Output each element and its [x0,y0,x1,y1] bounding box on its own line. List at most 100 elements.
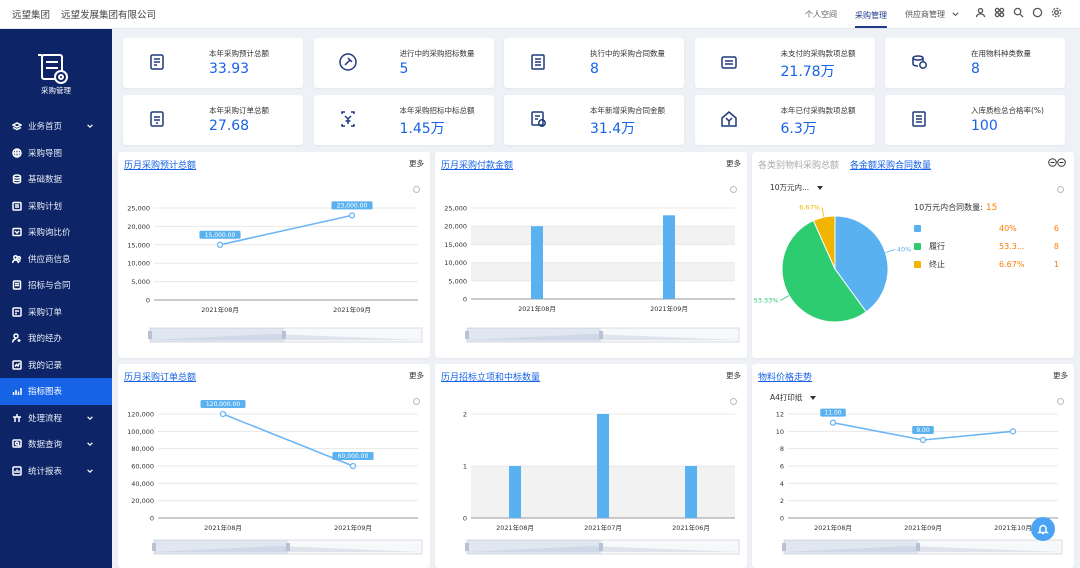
document-icon [150,54,164,70]
more-link[interactable]: 更多 [726,159,741,168]
pie-chart: 40% 53.33% 6.67% [754,203,911,323]
nav-personal-space[interactable]: 个人空间 [805,10,837,19]
x-tick-label: 2021年08月 [496,523,534,532]
more-link[interactable]: 更多 [726,371,741,380]
sidebar-item-6[interactable]: 招标与合同 [0,272,112,299]
info-icon[interactable] [730,186,737,193]
sidebar-item-11[interactable]: 处理流程 [0,405,112,432]
bar [685,466,697,518]
data-point [349,462,357,470]
search-icon[interactable] [1013,7,1024,18]
checklist-icon [912,111,926,127]
pie-legend: 10万元内合同数量: 15 40% 6 履行 53.3... 8 终止 6.67% 1 [914,202,1064,273]
kpi-unpaid-amount[interactable]: 未支付的采购款项总额 21.78万 [694,38,875,88]
collapse-icon[interactable] [1048,158,1066,167]
panel-title[interactable]: 历月采购预计总额 [124,161,197,171]
sidebar-item-label: 供应商信息 [28,254,71,265]
info-icon[interactable] [1057,186,1064,193]
sidebar-item-13[interactable]: 统计报表 [0,458,112,485]
nav-supplier[interactable]: 供应商管理 [905,10,945,19]
y-tick-label: 120,000 [127,411,154,419]
info-icon[interactable] [413,398,420,405]
sidebar-item-7[interactable]: 采购订单 [0,299,112,326]
legend-row[interactable]: 40% 6 [914,219,1064,237]
panel-title[interactable]: 历月招标立项和中标数量 [441,373,541,383]
org-name-primary[interactable]: 远望集团 [12,10,51,21]
panel-title[interactable]: 物料价格走势 [758,373,813,383]
zoom-handle-right [599,331,603,339]
top-nav: 个人空间 采购管理 供应商管理 [805,0,960,29]
y-tick-label: 0 [150,515,154,523]
sidebar-item-0[interactable]: 业务首页 [0,113,112,140]
sidebar-item-label: 统计报表 [28,466,63,477]
material-select[interactable]: A4打印纸 [770,392,816,403]
notification-bell-button[interactable] [1031,517,1055,541]
sidebar-item-9[interactable]: 我的记录 [0,352,112,379]
sidebar-item-2[interactable]: 基础数据 [0,166,112,193]
kpi-label: 本年采购招标中标总额 [399,106,475,115]
y-tick-label: 2 [463,411,467,419]
kpi-bidding-in-progress[interactable]: 进行中的采购招标数量 5 [313,38,494,88]
kpi-annual-estimate[interactable]: 本年采购预计总额 33.93 [123,38,303,88]
sidebar-item-10[interactable]: 指标图表 [0,378,112,405]
data-label: 15,000.00 [205,232,236,239]
chevron-down-icon[interactable] [951,10,960,19]
y-tick-label: 5,000 [131,278,150,286]
legend-count: 8 [1053,241,1059,251]
data-label-bg [332,452,374,460]
panel-title[interactable]: 历月采购订单总额 [124,373,197,383]
org-name-secondary[interactable]: 远望发展集团有限公司 [61,10,157,21]
top-icons [975,7,1062,18]
kpi-paid-amount[interactable]: 本年已付采购款项总额 6.3万 [694,95,875,145]
kpi-new-contracts[interactable]: 本年新增采购合同金额 31.4万 [504,95,684,145]
message-icon[interactable] [1032,7,1043,18]
data-point [348,212,356,219]
sidebar-item-4[interactable]: 采购询比价 [0,219,112,246]
more-link[interactable]: 更多 [409,371,424,380]
amount-range-select[interactable]: 10万元内... [770,182,823,193]
line-chart: 25,000 20,000 15,000 10,000 5,000 0 2021年08月 20… [127,201,423,343]
person-icon [12,333,21,343]
legend-row[interactable]: 履行 53.3... 8 [914,237,1064,255]
grid-band [471,262,735,281]
kpi-label: 在用物料种类数量 [971,49,1031,58]
info-icon[interactable] [413,186,420,193]
sidebar-item-8[interactable]: 我的经办 [0,325,112,352]
legend-row[interactable]: 终止 6.67% 1 [914,255,1064,273]
data-label-bg [820,408,846,417]
record-icon [12,360,22,370]
tab-contract-amount[interactable]: 各金额采购合同数量 [850,161,932,171]
chevron-down-icon [87,442,93,447]
kpi-qc-pass-rate[interactable]: 入库质检总合格率(%) 100 [885,95,1065,145]
user-icon[interactable] [975,7,986,18]
slice-label: 53.33% [754,297,779,305]
panel-title[interactable]: 历月采购付款金额 [441,161,514,171]
sidebar-item-label: 招标与合同 [28,281,71,292]
data-label: 11.00 [824,410,841,417]
kpi-annual-orders[interactable]: 本年采购订单总额 27.68 [123,95,303,145]
more-link[interactable]: 更多 [1053,371,1068,380]
sidebar-item-5[interactable]: 供应商信息 [0,246,112,273]
nav-procurement[interactable]: 采购管理 [855,2,887,28]
info-icon[interactable] [1057,398,1064,405]
kpi-contracts-executing[interactable]: 执行中的采购合同数量 8 [504,38,684,88]
slice-label-line [885,249,896,254]
sidebar-item-label: 数据查询 [28,440,63,451]
sidebar-item-3[interactable]: 采购计划 [0,193,112,220]
sidebar-item-label: 采购导图 [28,148,63,159]
tab-material-category[interactable]: 各类别物料采购总额 [758,161,840,171]
line-chart: 12 10 8 6 4 2 0 2021年08月 2021年09月 2021年10月 11.00 9.… [776,408,1063,555]
data-point [1009,428,1017,435]
gear-icon[interactable] [1051,7,1062,18]
more-link[interactable]: 更多 [409,159,424,168]
apps-icon[interactable] [994,7,1005,18]
data-point [919,436,927,444]
kpi-bid-winning-total[interactable]: 本年采购招标中标总额 1.45万 [313,95,494,145]
kpi-value: 21.78万 [780,64,835,80]
info-icon[interactable] [730,398,737,405]
sidebar-item-1[interactable]: 采购导图 [0,140,112,167]
kpi-material-types[interactable]: 在用物料种类数量 8 [885,38,1065,88]
zoom-handle-left [148,331,152,339]
sidebar-item-12[interactable]: 数据查询 [0,431,112,458]
sidebar-menu: 业务首页采购导图基础数据 采购计划 采购询比价供应商信息招标与合同采购订单 我的经办我… [0,113,112,484]
